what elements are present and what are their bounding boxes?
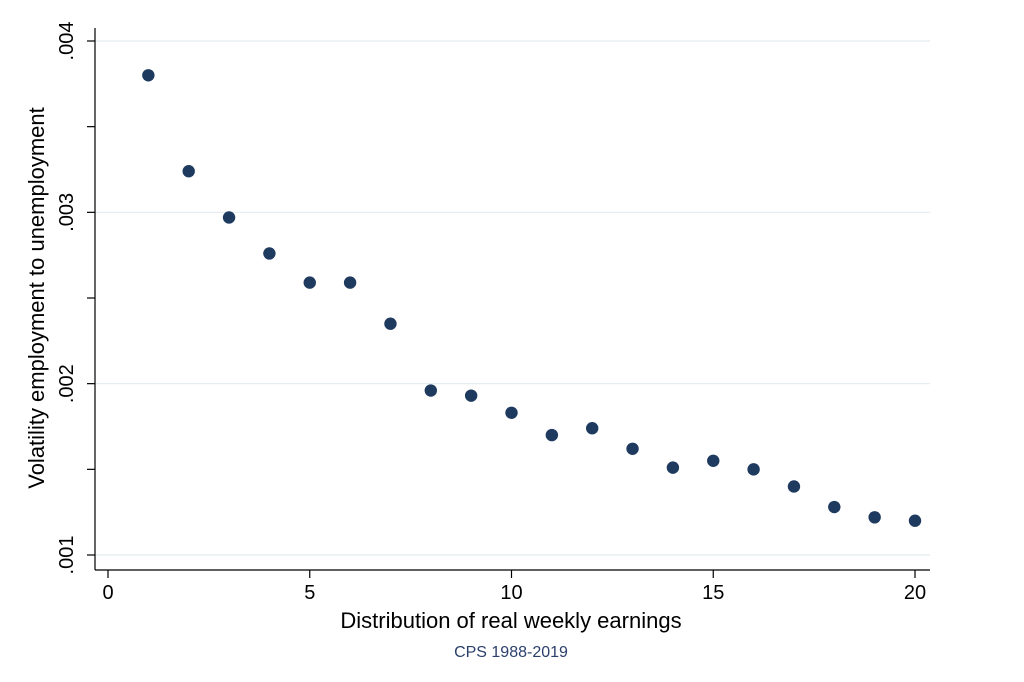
- data-point: [868, 511, 881, 524]
- data-points: [142, 69, 922, 527]
- data-point: [908, 514, 922, 527]
- x-tick-label: 0: [102, 582, 113, 604]
- y-axis-ticks: .001 .002 .003 .004: [56, 22, 95, 575]
- data-point: [263, 247, 276, 260]
- y-tick-label: .002: [56, 364, 78, 403]
- x-tick-label: 20: [904, 582, 926, 604]
- data-point: [626, 442, 639, 455]
- data-point: [303, 276, 316, 289]
- data-point: [666, 461, 680, 474]
- y-axis-title: Volatility employment to unemployment: [24, 107, 49, 489]
- gridlines: [95, 40, 930, 556]
- y-tick-label: .004: [56, 22, 78, 61]
- x-axis-ticks: 0 5 10 15 20: [102, 570, 926, 604]
- data-point: [747, 463, 760, 476]
- data-point: [707, 454, 720, 467]
- data-point: [222, 211, 236, 224]
- y-tick-label: .003: [56, 193, 78, 232]
- data-point: [343, 276, 357, 289]
- x-tick-label: 10: [500, 582, 522, 604]
- data-point: [182, 165, 195, 178]
- data-point: [787, 480, 801, 493]
- x-tick-label: 15: [702, 582, 724, 604]
- data-point: [464, 389, 478, 402]
- data-point: [545, 428, 559, 442]
- source-note: CPS 1988-2019: [454, 644, 568, 661]
- data-point: [586, 422, 599, 435]
- data-point: [505, 406, 518, 419]
- x-tick-label: 5: [304, 582, 315, 604]
- x-axis-title: Distribution of real weekly earnings: [340, 608, 681, 633]
- y-tick-label: .001: [56, 536, 78, 575]
- data-point: [142, 69, 155, 82]
- data-point: [828, 500, 841, 514]
- data-point: [424, 384, 437, 397]
- data-point: [384, 317, 397, 330]
